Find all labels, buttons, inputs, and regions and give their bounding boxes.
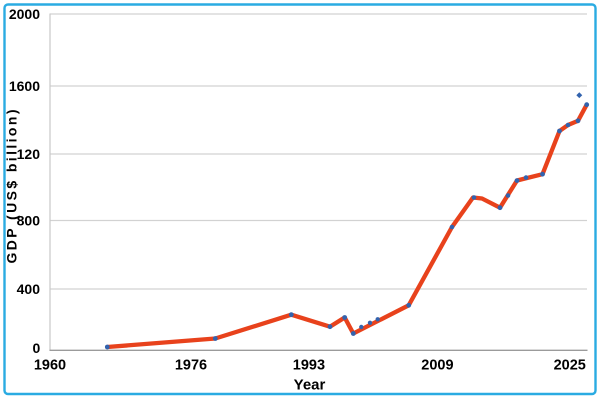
svg-text:1960: 1960 [34,358,66,374]
svg-text:120: 120 [17,146,41,162]
svg-text:2000: 2000 [9,6,40,22]
svg-text:400: 400 [17,281,41,297]
svg-text:2025: 2025 [554,358,586,374]
svg-text:1600: 1600 [9,78,40,94]
svg-text:2009: 2009 [421,358,453,374]
svg-text:1993: 1993 [293,358,325,374]
svg-text:GDP (US$ billion): GDP (US$ billion) [4,110,20,264]
svg-text:0: 0 [33,340,41,356]
svg-text:1976: 1976 [175,358,207,374]
svg-text:800: 800 [17,212,41,228]
svg-text:Year: Year [294,376,326,393]
